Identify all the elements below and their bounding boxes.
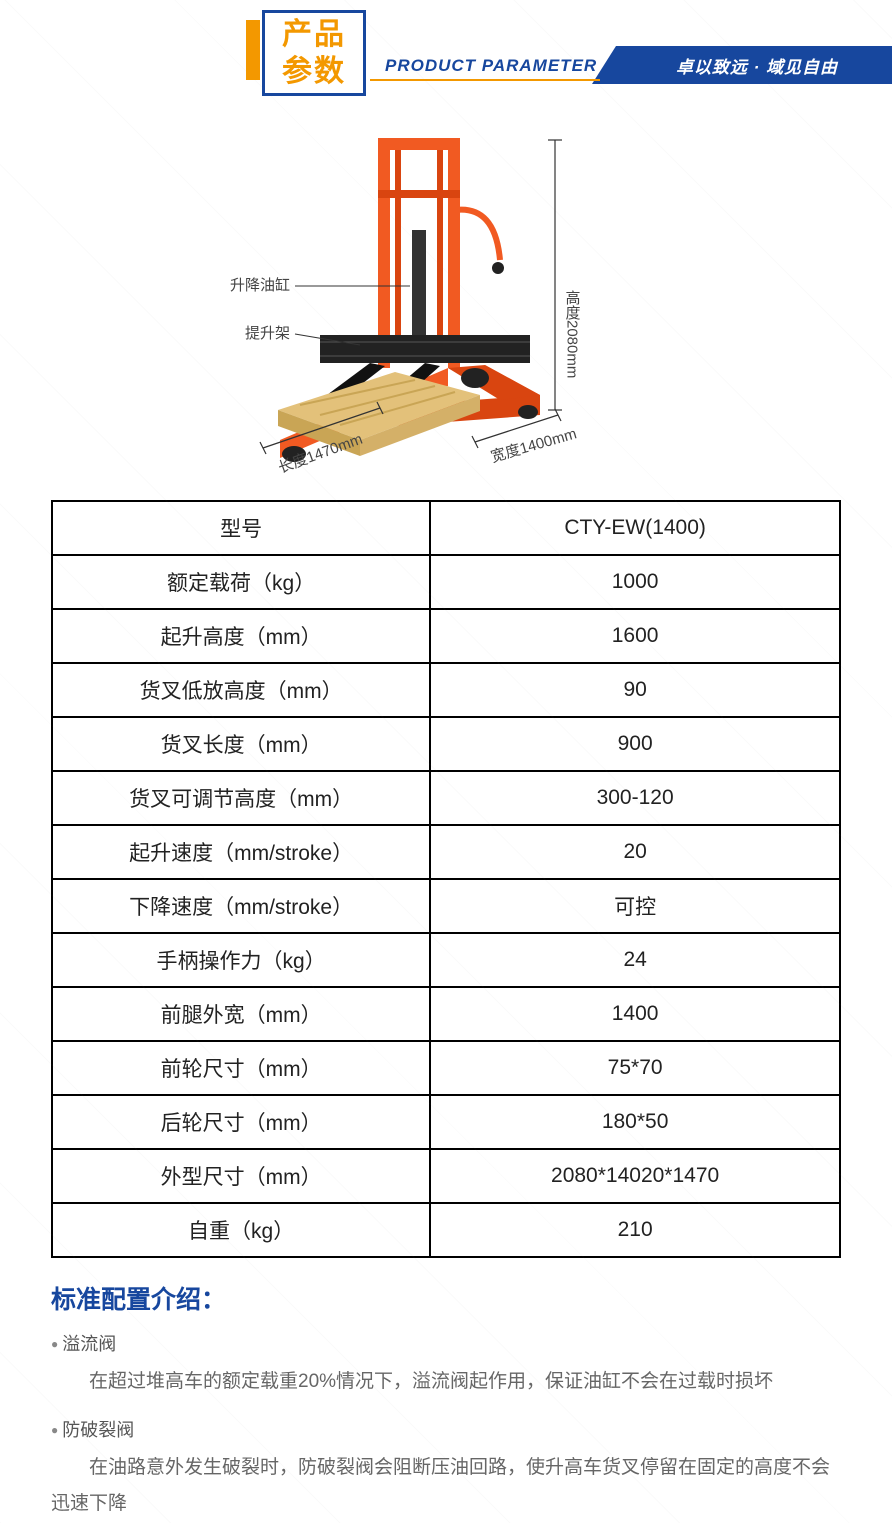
spec-value: 180*50	[430, 1095, 840, 1149]
spec-label: 手柄操作力（kg）	[52, 933, 430, 987]
spec-value: 75*70	[430, 1041, 840, 1095]
spec-label: 额定载荷（kg）	[52, 555, 430, 609]
spec-label: 后轮尺寸（mm）	[52, 1095, 430, 1149]
config-item: 防破裂阀在油路意外发生破裂时，防破裂阀会阻断压油回路，使升高车货叉停留在固定的高…	[51, 1416, 841, 1522]
spec-value: 1400	[430, 987, 840, 1041]
fork-carriage	[320, 335, 530, 363]
config-title: 标准配置介绍：	[51, 1280, 841, 1316]
spec-label: 前轮尺寸（mm）	[52, 1041, 430, 1095]
title-line1: 产品	[282, 16, 346, 54]
header-section: 产品 参数 PRODUCT PARAMETER 卓以致远 · 域见自由	[0, 0, 892, 110]
table-row: 货叉可调节高度（mm）300-120	[52, 771, 840, 825]
table-row: 额定载荷（kg）1000	[52, 555, 840, 609]
spec-value: 20	[430, 825, 840, 879]
table-row: 货叉长度（mm）900	[52, 717, 840, 771]
title-box: 产品 参数	[262, 10, 366, 96]
spec-value: CTY-EW(1400)	[430, 501, 840, 555]
subtitle-underline	[370, 79, 600, 81]
table-row: 后轮尺寸（mm）180*50	[52, 1095, 840, 1149]
spec-value: 1600	[430, 609, 840, 663]
mast	[378, 138, 504, 368]
spec-label: 货叉低放高度（mm）	[52, 663, 430, 717]
spec-label: 起升高度（mm）	[52, 609, 430, 663]
table-row: 起升速度（mm/stroke）20	[52, 825, 840, 879]
spec-value: 900	[430, 717, 840, 771]
spec-value: 90	[430, 663, 840, 717]
table-row: 起升高度（mm）1600	[52, 609, 840, 663]
svg-text:升降油缸: 升降油缸	[230, 276, 290, 294]
spec-label: 货叉可调节高度（mm）	[52, 771, 430, 825]
config-section: 标准配置介绍： 溢流阀在超过堆高车的额定载重20%情况下，溢流阀起作用，保证油缸…	[51, 1280, 841, 1522]
spec-value: 1000	[430, 555, 840, 609]
table-row: 手柄操作力（kg）24	[52, 933, 840, 987]
table-row: 型号CTY-EW(1400)	[52, 501, 840, 555]
dim-height: 高度2080mm	[548, 140, 581, 410]
svg-text:提升架: 提升架	[245, 325, 290, 342]
spec-label: 自重（kg）	[52, 1203, 430, 1257]
diagram-svg: 高度2080mm	[0, 120, 892, 490]
accent-bar	[246, 20, 260, 80]
tagline: 卓以致远 · 域见自由	[676, 53, 838, 78]
config-item-desc: 在油路意外发生破裂时，防破裂阀会阻断压油回路，使升高车货叉停留在固定的高度不会迅…	[51, 1450, 841, 1522]
config-item-name: 防破裂阀	[51, 1416, 841, 1442]
config-item-name: 溢流阀	[51, 1330, 841, 1356]
table-row: 前轮尺寸（mm）75*70	[52, 1041, 840, 1095]
spec-value: 24	[430, 933, 840, 987]
spec-label: 下降速度（mm/stroke）	[52, 879, 430, 933]
spec-label: 型号	[52, 501, 430, 555]
config-item-desc: 在超过堆高车的额定载重20%情况下，溢流阀起作用，保证油缸不会在过载时损坏	[51, 1364, 841, 1400]
table-row: 自重（kg）210	[52, 1203, 840, 1257]
dim-width-label: 宽度1400mm	[489, 425, 579, 466]
table-row: 外型尺寸（mm）2080*14020*1470	[52, 1149, 840, 1203]
spec-label: 起升速度（mm/stroke）	[52, 825, 430, 879]
spec-value: 210	[430, 1203, 840, 1257]
table-row: 下降速度（mm/stroke）可控	[52, 879, 840, 933]
subtitle: PRODUCT PARAMETER	[385, 56, 597, 76]
table-row: 货叉低放高度（mm）90	[52, 663, 840, 717]
product-diagram: 高度2080mm	[0, 120, 892, 490]
spec-label: 前腿外宽（mm）	[52, 987, 430, 1041]
title-line2: 参数	[282, 53, 346, 91]
config-item: 溢流阀在超过堆高车的额定载重20%情况下，溢流阀起作用，保证油缸不会在过载时损坏	[51, 1330, 841, 1400]
spec-value: 可控	[430, 879, 840, 933]
tagline-banner: 卓以致远 · 域见自由	[592, 46, 892, 84]
spec-value: 2080*14020*1470	[430, 1149, 840, 1203]
spec-label: 外型尺寸（mm）	[52, 1149, 430, 1203]
table-row: 前腿外宽（mm）1400	[52, 987, 840, 1041]
spec-table: 型号CTY-EW(1400)额定载荷（kg）1000起升高度（mm）1600货叉…	[51, 500, 841, 1258]
dim-height-label: 高度2080mm	[564, 290, 581, 378]
spec-label: 货叉长度（mm）	[52, 717, 430, 771]
spec-value: 300-120	[430, 771, 840, 825]
